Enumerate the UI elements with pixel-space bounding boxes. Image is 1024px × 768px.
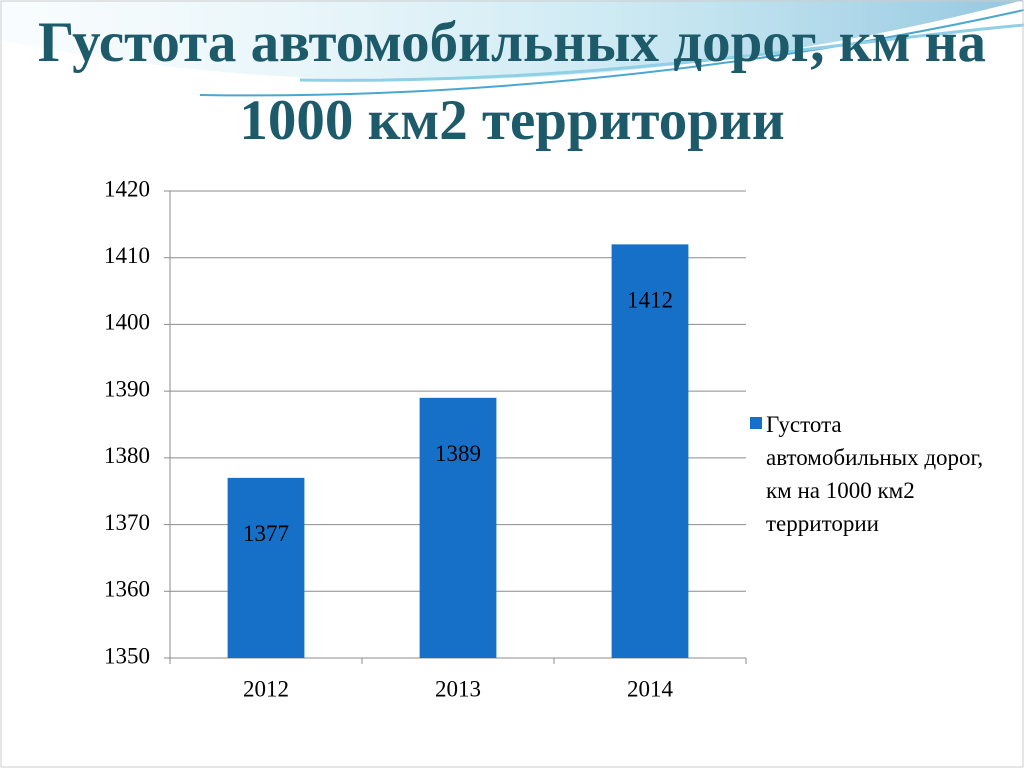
bar — [611, 244, 689, 658]
y-tick-label: 1380 — [104, 443, 150, 468]
bar — [419, 397, 497, 658]
y-tick-label: 1390 — [104, 376, 150, 401]
bar — [227, 477, 305, 658]
x-tick-label: 2012 — [243, 676, 289, 701]
data-label: 1377 — [243, 521, 289, 546]
x-tick-label: 2013 — [435, 676, 481, 701]
y-tick-label: 1360 — [104, 577, 150, 602]
y-tick-label: 1420 — [104, 176, 150, 201]
data-label: 1412 — [627, 288, 673, 313]
y-tick-label: 1410 — [104, 243, 150, 268]
y-tick-label: 1400 — [104, 310, 150, 335]
x-tick-label: 2014 — [627, 676, 674, 701]
wave-line — [199, 9, 1024, 97]
legend-swatch — [750, 417, 762, 429]
wave-decoration — [0, 0, 1024, 81]
y-tick-label: 1350 — [104, 643, 150, 668]
data-label: 1389 — [435, 441, 481, 466]
chart-title: Густота автомобильных дорог, км на 1000 … — [38, 11, 986, 152]
wave-line — [299, 23, 1024, 82]
legend-label: Густота автомобильных дорог, км на 1000 … — [766, 412, 984, 536]
y-tick-label: 1370 — [104, 510, 150, 535]
